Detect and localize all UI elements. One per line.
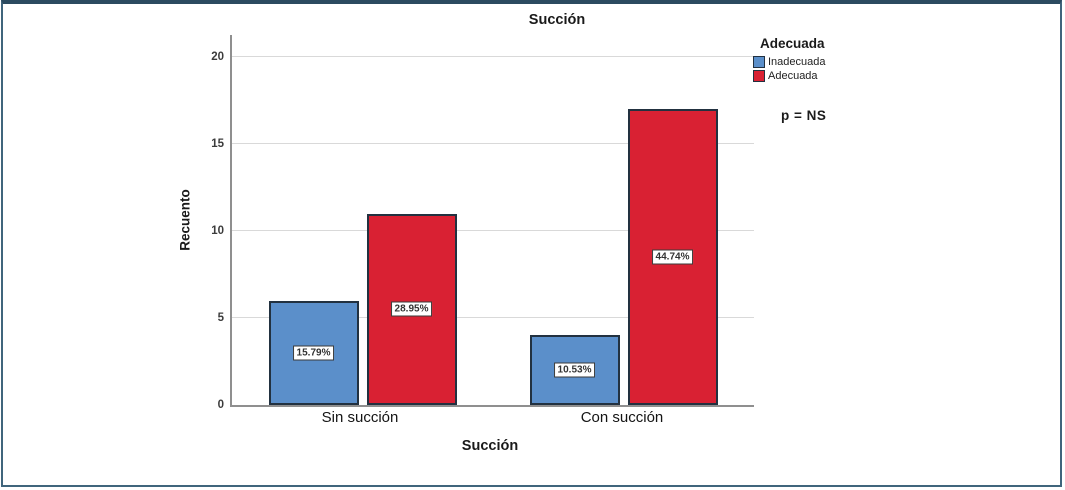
bar-percent-label: 10.53% xyxy=(553,362,596,378)
gridline xyxy=(232,316,754,318)
y-tick-label: 0 xyxy=(217,399,224,411)
y-axis-title: Recuento xyxy=(177,189,193,251)
x-tick-label-con-succion: Con succión xyxy=(580,409,664,426)
legend-swatch-blue-icon xyxy=(753,56,765,68)
bar-con-succión-inadecuada: 10.53% xyxy=(529,335,620,405)
plot-area: 0 5 10 15 20 15.79% 28.95% 10.53% 44.74% xyxy=(211,35,754,411)
legend-title: Adecuada xyxy=(760,36,825,51)
gridline xyxy=(232,229,754,231)
chart-title: Succión xyxy=(528,12,586,28)
y-tick-label: 20 xyxy=(211,51,224,63)
bar-percent-label: 44.74% xyxy=(651,249,694,265)
legend-item-adecuada: Adecuada xyxy=(753,70,883,82)
y-tick-label: 10 xyxy=(211,225,224,237)
x-tick-label-sin-succion: Sin succión xyxy=(321,409,399,426)
gridline xyxy=(232,55,754,57)
legend-item-label: Inadecuada xyxy=(768,56,826,68)
p-value-annotation: p = NS xyxy=(781,108,827,123)
legend: Adecuada Inadecuada Adecuada xyxy=(753,36,883,82)
bar-sin-succión-inadecuada: 15.79% xyxy=(268,300,359,405)
x-axis-title: Succión xyxy=(461,438,519,454)
bar-percent-label: 28.95% xyxy=(390,301,433,317)
legend-item-label: Adecuada xyxy=(768,70,818,82)
legend-swatch-red-icon xyxy=(753,70,765,82)
legend-item-inadecuada: Inadecuada xyxy=(753,56,883,68)
gridline xyxy=(232,142,754,144)
bar-sin-succión-adecuada: 28.95% xyxy=(366,213,457,405)
bar-percent-label: 15.79% xyxy=(292,345,335,361)
bar-con-succión-adecuada: 44.74% xyxy=(627,109,718,405)
y-tick-label: 5 xyxy=(217,312,224,324)
y-tick-label: 15 xyxy=(211,138,224,150)
